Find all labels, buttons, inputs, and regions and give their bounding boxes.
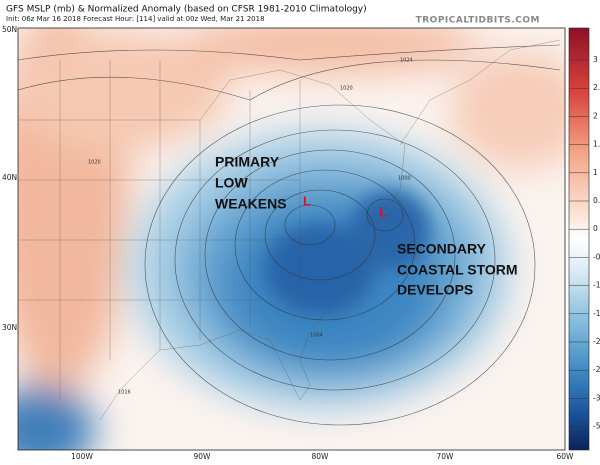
contour-label: 1024 — [400, 58, 413, 64]
map — [18, 28, 565, 450]
contour-label: 1016 — [118, 390, 131, 396]
annotation: LOW — [215, 175, 248, 191]
contour-label: 1020 — [340, 86, 353, 92]
subtitle: Init: 06z Mar 16 2018 Forecast Hour: [11… — [6, 15, 265, 23]
map-frame — [17, 27, 566, 451]
lon-label: 90W — [194, 452, 212, 461]
colorbar-label: 1.5 — [593, 140, 600, 149]
contour-label: 1000 — [398, 176, 411, 182]
colorbar-ticks: 3 2.5 2 1.5 1 0.5 0 -0.5 -1 -1.5 -2 -2.5 -3 -5 — [569, 55, 600, 431]
colorbar-label: 2 — [593, 111, 598, 120]
colorbar-label: -2 — [593, 337, 600, 346]
lon-label: 100W — [71, 452, 93, 461]
annotation: DEVELOPS — [397, 282, 473, 298]
colorbar-label: -1.5 — [593, 309, 600, 318]
lat-label: 40N — [2, 173, 17, 182]
site-credit: TROPICALTIDBITS.COM — [416, 16, 540, 26]
lon-label: 80W — [312, 452, 330, 461]
lon-label: 70W — [437, 452, 455, 461]
lat-label: 50N — [2, 25, 17, 34]
colorbar-label: -1 — [593, 281, 600, 290]
lat-label: 30N — [2, 323, 17, 332]
low-marker: L — [379, 204, 387, 219]
annotation: PRIMARY — [215, 154, 280, 170]
contour-label: 1020 — [88, 160, 101, 166]
annotation: SECONDARY — [397, 241, 487, 257]
annotation: COASTAL STORM — [397, 262, 518, 278]
colorbar-label: -5 — [593, 422, 600, 431]
colorbar-label: 2.5 — [593, 83, 600, 92]
colorbar-label: 3 — [593, 55, 598, 64]
contour-label: 1004 — [310, 333, 323, 339]
lon-label: 60W — [557, 452, 575, 461]
annotation: WEAKENS — [215, 196, 287, 212]
colorbar-label: 0.5 — [593, 196, 600, 205]
colorbar-label: 0 — [593, 224, 598, 233]
title: GFS MSLP (mb) & Normalized Anomaly (base… — [6, 5, 367, 15]
colorbar-label: -3 — [593, 393, 600, 402]
low-marker: L — [303, 193, 311, 208]
colorbar-label: 1 — [593, 168, 598, 177]
colorbar — [568, 27, 590, 451]
colorbar-label: -2.5 — [593, 365, 600, 374]
colorbar-label: -0.5 — [593, 252, 600, 261]
